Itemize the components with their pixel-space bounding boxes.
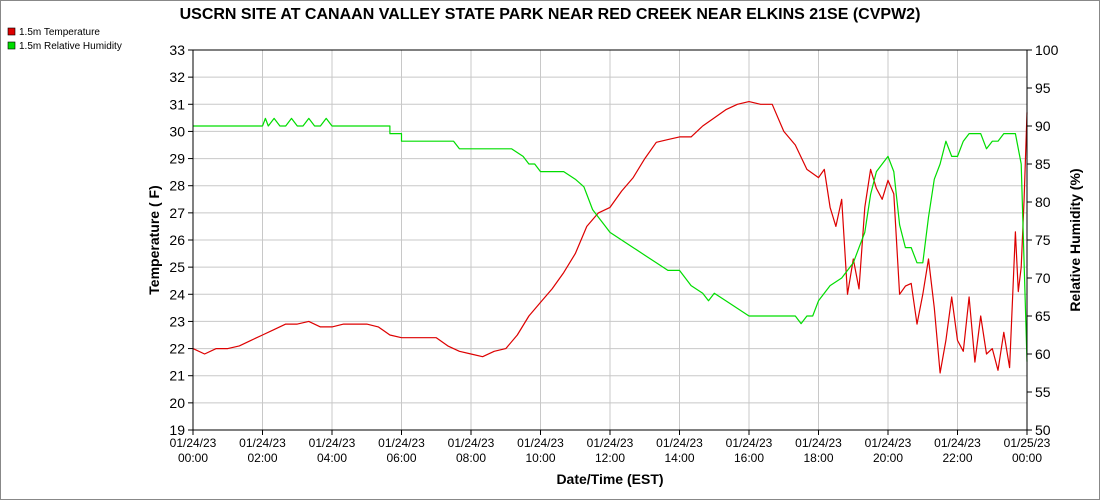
x-tick-date: 01/24/23 — [239, 436, 286, 450]
x-tick-date: 01/24/23 — [656, 436, 703, 450]
legend-label-temperature: 1.5m Temperature — [19, 27, 100, 38]
y-tick-label: 20 — [169, 395, 185, 411]
x-tick-time: 14:00 — [664, 451, 694, 465]
x-tick-time: 00:00 — [1012, 451, 1042, 465]
chart-title: USCRN SITE AT CANAAN VALLEY STATE PARK N… — [180, 6, 921, 23]
y-tick-label: 30 — [169, 123, 185, 139]
y2-tick-label: 60 — [1035, 346, 1051, 362]
y-tick-label: 24 — [169, 286, 185, 302]
y2-tick-label: 90 — [1035, 118, 1051, 134]
y-tick-label: 27 — [169, 205, 185, 221]
x-tick-date: 01/24/23 — [170, 436, 217, 450]
legend-label-humidity: 1.5m Relative Humidity — [19, 41, 122, 52]
y-tick-label: 31 — [169, 96, 185, 112]
x-tick-date: 01/24/23 — [726, 436, 773, 450]
y-tick-label: 25 — [169, 259, 185, 275]
y2-tick-label: 70 — [1035, 270, 1051, 286]
axes: 19 20 21 22 23 24 25 26 27 28 29 30 31 32 33 50 55 60 65 70… — [169, 42, 1058, 465]
x-tick-date: 01/24/23 — [517, 436, 564, 450]
y-tick-label: 19 — [169, 422, 185, 438]
legend-swatch-temperature — [7, 27, 16, 36]
x-tick-time: 08:00 — [456, 451, 486, 465]
grid — [192, 49, 1028, 431]
x-tick-time: 00:00 — [178, 451, 208, 465]
y-tick-label: 32 — [169, 69, 185, 85]
x-tick-time: 10:00 — [525, 451, 555, 465]
x-tick-date: 01/25/23 — [1004, 436, 1051, 450]
x-tick-time: 16:00 — [734, 451, 764, 465]
x-tick-date: 01/24/23 — [378, 436, 425, 450]
y-tick-label: 29 — [169, 151, 185, 167]
x-tick-date: 01/24/23 — [309, 436, 356, 450]
x-tick-time: 18:00 — [803, 451, 833, 465]
series-line-humidity — [193, 117, 1028, 362]
y-tick-label: 22 — [169, 341, 185, 357]
x-axis-title: Date/Time (EST) — [556, 471, 663, 487]
legend: 1.5m Temperature 1.5m Relative Humidity — [7, 27, 122, 52]
x-tick-time: 22:00 — [942, 451, 972, 465]
x-tick-date: 01/24/23 — [865, 436, 912, 450]
series-line-temperature — [192, 100, 1028, 374]
x-tick-date: 01/24/23 — [795, 436, 842, 450]
y-tick-label: 21 — [169, 368, 185, 384]
x-tick-time: 20:00 — [873, 451, 903, 465]
y2-tick-label: 55 — [1035, 384, 1051, 400]
y-axis-title: Temperature ( F) — [146, 185, 162, 294]
y2-tick-label: 100 — [1035, 42, 1059, 58]
plot-border — [192, 49, 1028, 431]
series-layer — [192, 100, 1028, 374]
y2-tick-label: 80 — [1035, 194, 1051, 210]
y-tick-label: 26 — [169, 232, 185, 248]
x-tick-time: 06:00 — [386, 451, 416, 465]
x-tick-date: 01/24/23 — [448, 436, 495, 450]
y2-tick-label: 75 — [1035, 232, 1051, 248]
y-tick-label: 28 — [169, 178, 185, 194]
y2-tick-label: 85 — [1035, 156, 1051, 172]
x-tick-time: 12:00 — [595, 451, 625, 465]
x-tick-time: 04:00 — [317, 451, 347, 465]
x-tick-date: 01/24/23 — [934, 436, 981, 450]
x-tick-date: 01/24/23 — [587, 436, 634, 450]
y2-tick-label: 95 — [1035, 80, 1051, 96]
y2-tick-label: 65 — [1035, 308, 1051, 324]
legend-swatch-humidity — [7, 41, 16, 50]
y-tick-label: 33 — [169, 42, 185, 58]
y2-axis-title: Relative Humidity (%) — [1067, 168, 1083, 311]
y2-tick-label: 50 — [1035, 422, 1051, 438]
y-tick-label: 23 — [169, 313, 185, 329]
x-tick-time: 02:00 — [247, 451, 277, 465]
